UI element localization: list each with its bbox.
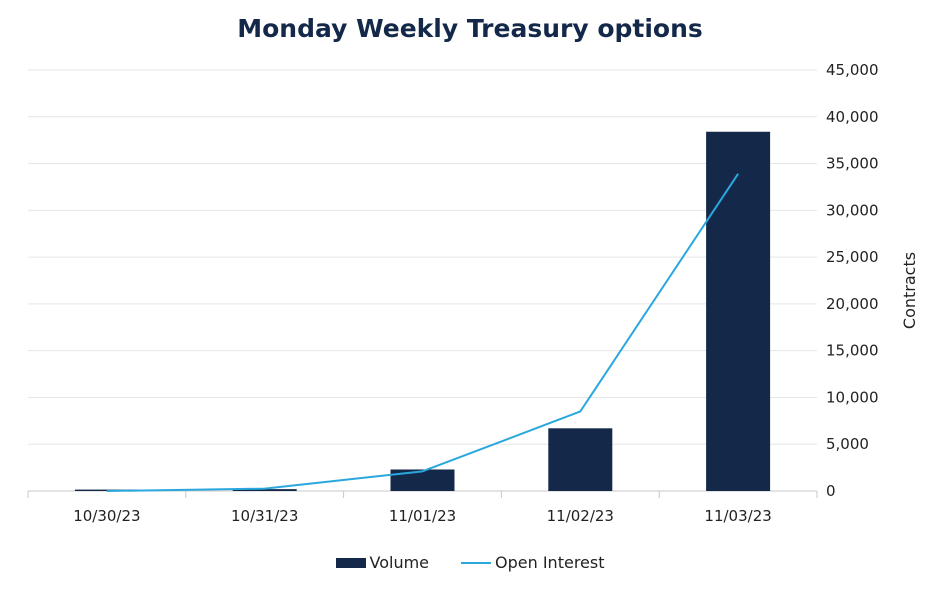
x-tick-label: 11/03/23 (704, 507, 771, 525)
x-tick-label: 11/01/23 (389, 507, 456, 525)
legend-label-volume: Volume (369, 553, 430, 572)
y-tick-label: 5,000 (826, 435, 869, 453)
legend-swatch-open-interest (461, 561, 492, 564)
y-tick-label: 20,000 (826, 295, 879, 313)
legend: Volume Open Interest (0, 553, 940, 572)
y-tick-label: 25,000 (826, 248, 879, 266)
y-tick-label: 35,000 (826, 155, 879, 173)
x-tick-label: 10/30/23 (73, 507, 140, 525)
legend-item-volume: Volume (335, 553, 430, 572)
bar-volume (390, 469, 455, 491)
bar-volume (232, 489, 297, 491)
legend-swatch-volume (335, 557, 366, 568)
x-tick-label: 10/31/23 (231, 507, 298, 525)
bar-volume (706, 131, 771, 491)
y-tick-label: 0 (826, 482, 836, 500)
chart-title: Monday Weekly Treasury options (237, 14, 703, 43)
bar-volume (548, 428, 613, 491)
y-axis-label: Contracts (900, 252, 919, 329)
y-tick-label: 15,000 (826, 342, 879, 360)
y-tick-label: 30,000 (826, 201, 879, 219)
line-open-interest (106, 173, 739, 492)
legend-item-open-interest: Open Interest (461, 553, 605, 572)
legend-label-open-interest: Open Interest (495, 553, 605, 572)
y-tick-label: 45,000 (826, 61, 879, 79)
y-tick-label: 40,000 (826, 108, 879, 126)
y-tick-label: 10,000 (826, 388, 879, 406)
x-tick-label: 11/02/23 (547, 507, 614, 525)
